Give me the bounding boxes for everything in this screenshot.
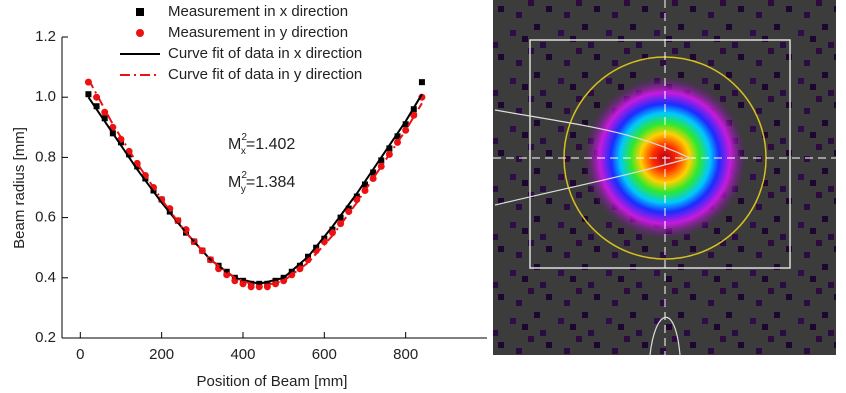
y-tick-label: 0.4 xyxy=(35,269,56,286)
x-tick-label: 200 xyxy=(149,346,174,363)
point xyxy=(419,79,425,85)
legend-label: Measurement in y direction xyxy=(168,24,348,41)
legend-swatch xyxy=(136,8,144,16)
x-tick-label: 0 xyxy=(76,346,84,363)
legend-label: Curve fit of data in x direction xyxy=(168,45,362,62)
beam-profile-image xyxy=(493,0,836,355)
y-tick-label: 1.0 xyxy=(35,88,56,105)
x-tick-label: 600 xyxy=(312,346,337,363)
annotation-value: =1.402 xyxy=(246,136,295,153)
x-tick-label: 800 xyxy=(393,346,418,363)
x-axis-label: Position of Beam [mm] xyxy=(197,373,348,390)
annotation-base: M xyxy=(228,174,241,191)
y-tick-label: 0.8 xyxy=(35,148,56,165)
y-tick-label: 0.6 xyxy=(35,209,56,226)
y-tick-label: 1.2 xyxy=(35,28,56,45)
legend-swatch xyxy=(136,29,144,37)
y-tick-label: 0.2 xyxy=(35,329,56,346)
x-tick-label: 400 xyxy=(230,346,255,363)
y-axis-label: Beam radius [mm] xyxy=(11,127,28,249)
annotation-base: M xyxy=(228,136,241,153)
figure: Position of Beam [mm] Beam radius [mm] 0… xyxy=(0,0,846,393)
point xyxy=(85,91,91,97)
legend-label: Curve fit of data in y direction xyxy=(168,66,362,83)
annotation-value: =1.384 xyxy=(246,174,295,191)
legend-label: Measurement in x direction xyxy=(168,3,348,20)
